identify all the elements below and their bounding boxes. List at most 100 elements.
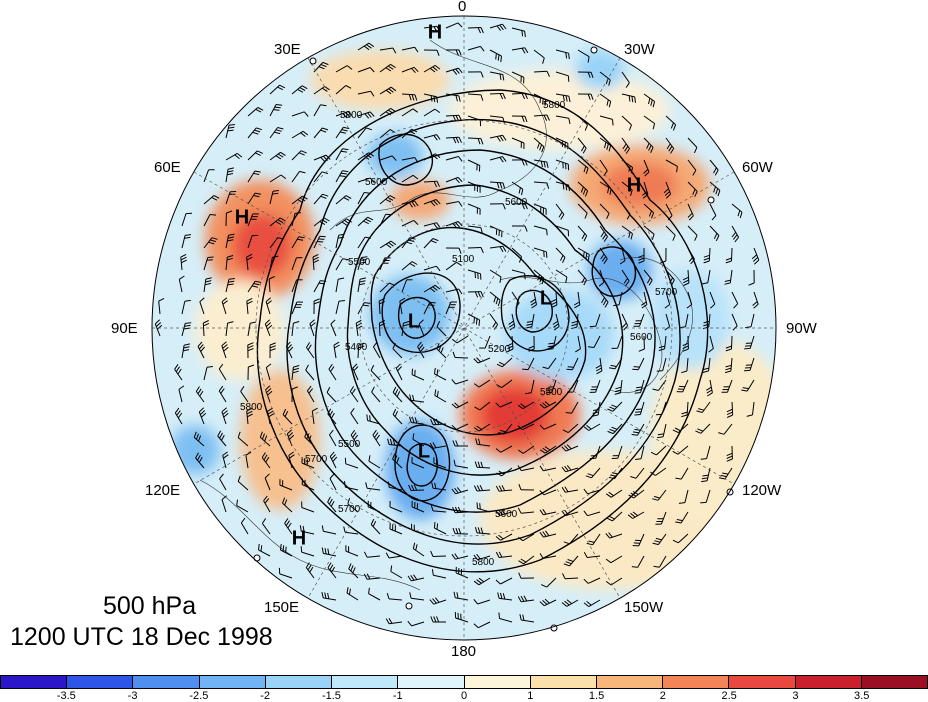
wind-barb-flag xyxy=(564,445,570,451)
wind-barb-flag xyxy=(603,258,608,264)
wind-barb xyxy=(433,445,447,449)
wind-barb-flag xyxy=(542,531,547,537)
wind-barb-flag xyxy=(683,282,690,286)
wind-barb-flag xyxy=(349,386,355,392)
wind-barb xyxy=(709,379,713,393)
wind-barb xyxy=(709,291,716,305)
wind-barb-flag xyxy=(517,596,522,603)
wind-barb xyxy=(731,335,733,350)
wind-barb-flag xyxy=(702,370,709,373)
wind-barb-flag xyxy=(200,412,207,418)
wind-barb xyxy=(225,323,229,337)
wind-barb-flag xyxy=(643,169,649,174)
wind-barb-flag xyxy=(269,348,276,352)
wind-barb xyxy=(656,445,667,456)
wind-barb-flag xyxy=(430,201,436,207)
wind-barb xyxy=(357,279,361,293)
wind-barb-flag xyxy=(477,291,481,298)
wind-barb-flag xyxy=(583,426,590,431)
wind-barb xyxy=(291,195,303,205)
wind-barb-flag xyxy=(430,616,434,623)
wind-barb-flag xyxy=(695,430,702,434)
wind-barb xyxy=(609,533,623,539)
wind-barb-flag xyxy=(497,592,500,599)
wind-barb xyxy=(599,225,608,237)
wind-barb xyxy=(445,22,459,29)
wind-barb-flag xyxy=(480,138,484,145)
wind-barb-flag xyxy=(451,338,458,344)
wind-barb-flag xyxy=(174,364,179,370)
wind-barb xyxy=(357,90,371,95)
wind-barb xyxy=(555,313,560,327)
wind-barb-flag xyxy=(562,429,569,434)
wind-barb xyxy=(643,93,655,102)
wind-barb xyxy=(555,93,569,97)
wind-barb xyxy=(665,291,671,305)
wind-barb xyxy=(564,577,579,580)
wind-barb-flag xyxy=(696,410,703,413)
wind-barb xyxy=(378,322,381,337)
wind-barb-flag xyxy=(604,142,607,149)
wind-barb-flag xyxy=(319,235,326,238)
wind-barb xyxy=(247,323,251,337)
wind-barb-flag xyxy=(185,322,192,324)
wind-barb xyxy=(687,291,693,305)
wind-barb-flag xyxy=(700,458,707,460)
wind-barb-flag xyxy=(518,484,522,490)
wind-barb-flag xyxy=(682,276,689,281)
wind-barb xyxy=(533,137,545,147)
wind-barb-flag xyxy=(672,450,679,455)
wind-barb-flag xyxy=(605,581,612,586)
wind-barb xyxy=(411,506,425,513)
wind-barb-flag xyxy=(414,94,418,101)
wind-barb xyxy=(432,555,447,557)
wind-barb-flag xyxy=(267,410,274,415)
wind-barb-flag xyxy=(300,150,307,154)
wind-barb xyxy=(621,225,633,235)
wind-barb-flag xyxy=(403,321,410,324)
wind-barb-flag xyxy=(726,458,733,462)
wind-barb-flag xyxy=(207,256,214,258)
wind-barb-flag xyxy=(653,565,660,568)
wind-barb-flag xyxy=(432,66,438,71)
wind-barb xyxy=(705,489,711,503)
wind-barb-flag xyxy=(652,388,659,391)
wind-barb-flag xyxy=(388,242,394,247)
contour-label: 5600 xyxy=(495,509,518,520)
wind-barb xyxy=(477,555,491,561)
wind-barb xyxy=(533,70,548,73)
wind-barb xyxy=(621,313,629,326)
wind-barb xyxy=(511,181,524,190)
wind-barb-flag xyxy=(703,260,710,264)
wind-barb-flag xyxy=(236,499,238,506)
wind-barb-flag xyxy=(276,104,283,106)
wind-barb-flag xyxy=(564,486,569,493)
wind-barb-flag xyxy=(473,485,478,492)
wind-barb-flag xyxy=(679,326,686,329)
wind-barb xyxy=(455,423,469,430)
wind-barb xyxy=(533,203,547,210)
wind-barb-flag xyxy=(583,279,587,286)
wind-barb-flag xyxy=(688,215,694,221)
wind-barb-flag xyxy=(429,67,436,73)
wind-barb-flag xyxy=(479,503,481,510)
wind-barb-flag xyxy=(219,432,223,439)
wind-barb-flag xyxy=(474,526,478,534)
wind-barb-flag xyxy=(458,156,463,162)
wind-barb-flag xyxy=(350,565,354,572)
wind-barb-flag xyxy=(638,260,645,264)
wind-barb-flag xyxy=(183,346,190,349)
wind-barb-flag xyxy=(282,545,285,552)
wind-barb-flag xyxy=(498,485,503,492)
wind-barb xyxy=(412,438,425,447)
wind-barb xyxy=(261,523,271,535)
wind-barb xyxy=(379,107,391,117)
wind-barb-flag xyxy=(352,567,356,574)
longitude-label: 150W xyxy=(624,599,664,616)
wind-barb-flag xyxy=(605,558,612,564)
wind-barb xyxy=(265,301,271,315)
wind-barb-flag xyxy=(199,390,204,397)
wind-barb-flag xyxy=(561,486,566,493)
wind-barb xyxy=(599,71,611,81)
wind-barb-flag xyxy=(247,342,254,346)
